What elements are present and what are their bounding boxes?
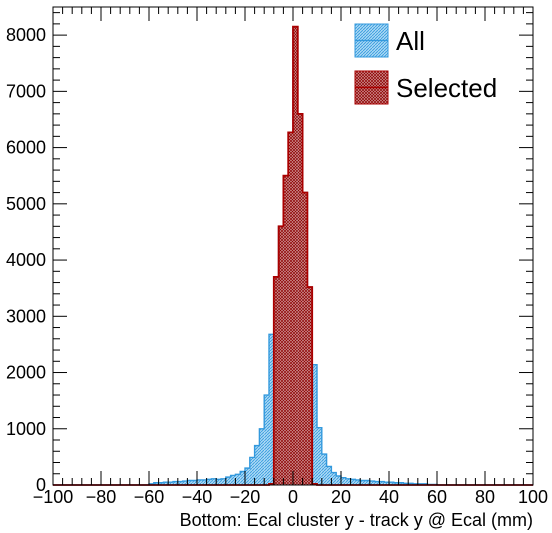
- bar-all: [173, 481, 178, 485]
- x-axis: −100 −80 −60 −40 −20 0 20 40 60 80 100: [33, 7, 548, 507]
- bar-selected: [288, 132, 293, 485]
- x-tick-label: 0: [288, 487, 298, 507]
- bar-all: [168, 482, 173, 485]
- bar-selected: [273, 276, 279, 485]
- y-tick-label: 4000: [6, 250, 46, 270]
- x-tick-label: −20: [230, 487, 261, 507]
- bar-all: [245, 468, 250, 485]
- bar-all: [264, 395, 269, 485]
- bar-all: [326, 466, 332, 485]
- x-tick-label: 20: [331, 487, 351, 507]
- bar-selected: [293, 26, 298, 486]
- bar-all: [365, 480, 370, 485]
- legend: All Selected: [354, 23, 497, 105]
- y-tick-label: 6000: [6, 138, 46, 158]
- bar-all: [384, 482, 389, 485]
- x-tick-label: −80: [86, 487, 117, 507]
- bar-all: [225, 477, 231, 485]
- bar-selected: [307, 287, 313, 485]
- bar-all: [230, 475, 236, 485]
- x-tick-label: 100: [518, 487, 548, 507]
- x-tick-label: 60: [427, 487, 447, 507]
- bar-all: [312, 364, 317, 485]
- bar-all: [379, 481, 385, 485]
- bar-all: [216, 479, 221, 485]
- bar-selected: [283, 175, 289, 486]
- bar-all: [177, 481, 183, 485]
- bar-all: [163, 482, 169, 485]
- y-tick-label: 3000: [6, 306, 46, 326]
- bar-all: [393, 482, 399, 485]
- y-axis: 0 1000 2000 3000 4000 5000 6000 7000 8000: [6, 12, 533, 495]
- y-tick-label: 0: [36, 475, 46, 495]
- bar-all: [269, 334, 274, 485]
- bar-all: [201, 479, 207, 485]
- axes: −100 −80 −60 −40 −20 0 20 40 60 80 100010002000300…: [6, 7, 548, 507]
- bar-all: [398, 482, 404, 485]
- bar-all: [341, 477, 346, 485]
- bar-all: [345, 478, 351, 485]
- bar-all: [355, 479, 361, 485]
- bar-selected: [297, 113, 303, 486]
- bar-all: [249, 457, 255, 485]
- bar-all: [389, 482, 394, 485]
- bar-all: [197, 479, 202, 485]
- bar-all: [331, 472, 337, 485]
- bar-all: [235, 474, 241, 485]
- bar-all: [350, 479, 356, 485]
- bar-all: [187, 480, 193, 485]
- legend-label-all: All: [396, 26, 425, 56]
- bar-all: [158, 482, 164, 485]
- y-tick-label: 7000: [6, 81, 46, 101]
- legend-label-selected: Selected: [396, 73, 497, 103]
- y-tick-label: 2000: [6, 363, 46, 383]
- bar-all: [336, 476, 341, 485]
- bar-all: [374, 481, 380, 485]
- x-tick-label: 40: [379, 487, 399, 507]
- y-tick-label: 8000: [6, 25, 46, 45]
- bar-all: [317, 427, 322, 485]
- bar-selected: [278, 226, 284, 486]
- y-tick-label: 5000: [6, 194, 46, 214]
- bar-all: [221, 478, 226, 485]
- x-axis-title: Bottom: Ecal cluster y - track y @ Ecal …: [180, 510, 533, 530]
- bar-all: [206, 479, 212, 485]
- bar-all: [182, 481, 188, 485]
- bar-all: [240, 471, 245, 485]
- x-tick-label: −100: [33, 487, 74, 507]
- x-tick-label: −60: [134, 487, 165, 507]
- bar-all: [254, 445, 260, 485]
- x-tick-label: 80: [475, 487, 495, 507]
- bar-all: [360, 480, 365, 485]
- bar-selected: [302, 192, 308, 485]
- x-tick-label: −40: [182, 487, 213, 507]
- bar-all: [259, 428, 265, 485]
- bar-all: [211, 478, 217, 485]
- bar-all: [192, 480, 197, 485]
- bar-all: [153, 482, 159, 485]
- y-tick-label: 1000: [6, 419, 46, 439]
- bar-all: [321, 454, 327, 485]
- bar-all: [369, 481, 375, 485]
